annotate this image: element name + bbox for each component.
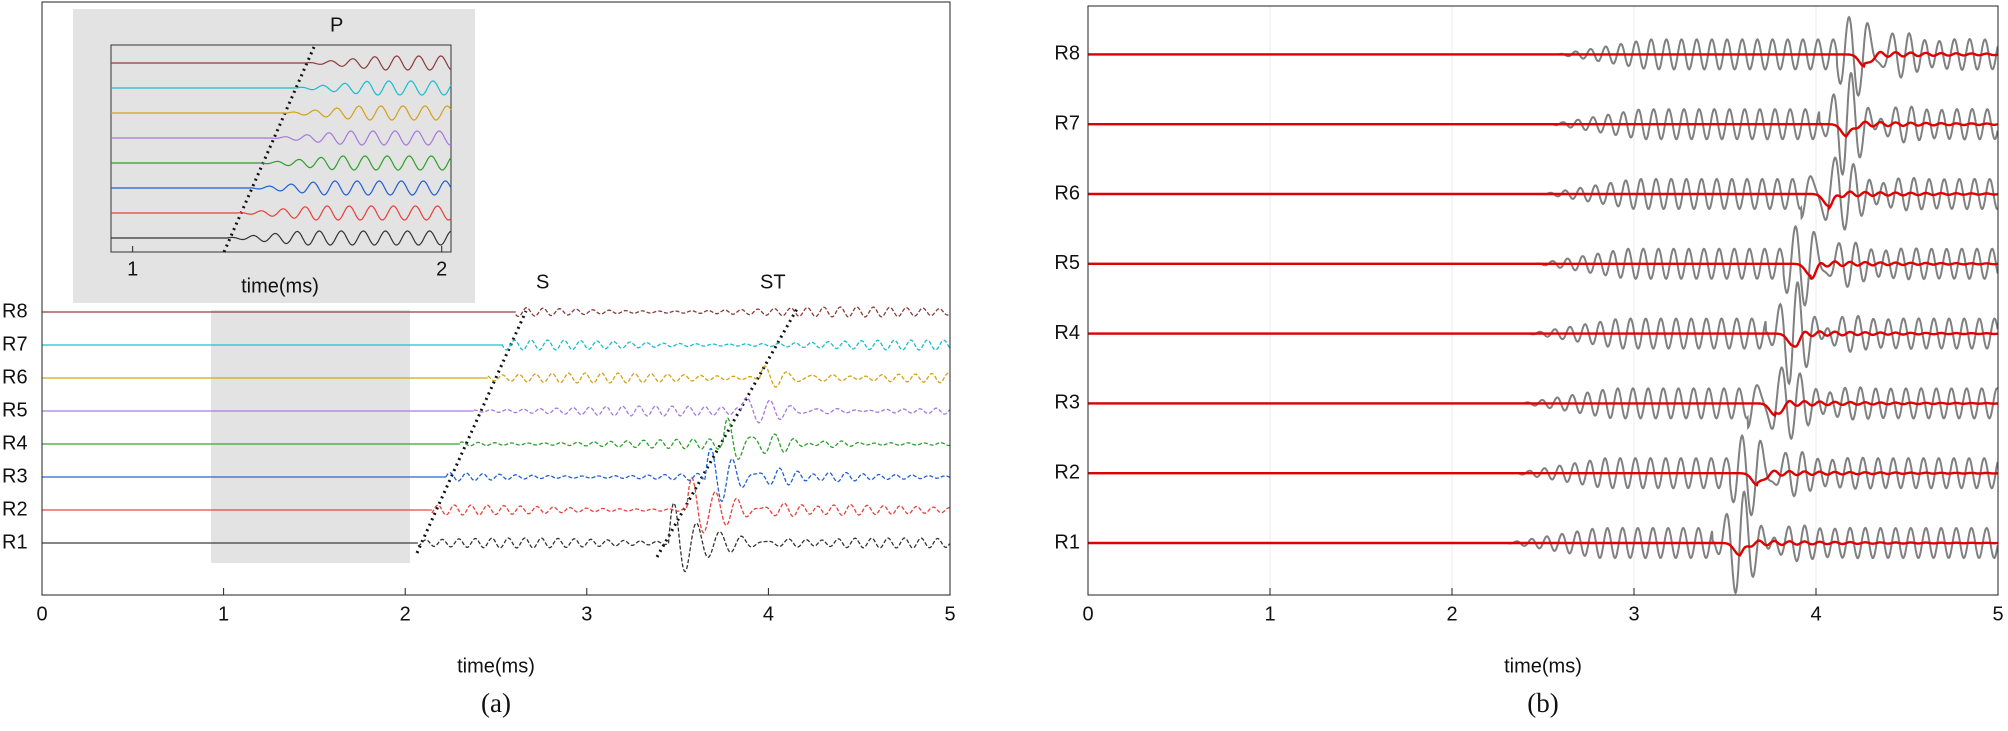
trace-wave (417, 502, 951, 573)
x-tick-label: 5 (1992, 603, 2003, 625)
inset-x-tick-label: 1 (127, 258, 138, 280)
trace-filtered (1088, 260, 1998, 280)
x-tick-label: 4 (1810, 603, 1821, 625)
trace-filtered (1088, 190, 1998, 211)
x-axis-label: time(ms) (1504, 655, 1582, 677)
x-tick-label: 0 (36, 603, 47, 625)
x-tick-label: 0 (1082, 603, 1093, 625)
x-tick-label: 1 (218, 603, 229, 625)
x-tick-label: 4 (763, 603, 774, 625)
y-tick-label: R1 (2, 531, 28, 553)
y-tick-label: R6 (1054, 182, 1080, 204)
trace-wave (431, 477, 950, 534)
axes-frame (1087, 5, 1999, 596)
inset-trace (111, 180, 452, 196)
trace-filtered (1088, 50, 1999, 68)
axes-frame (41, 1, 951, 596)
inset-x-label: time(ms) (241, 275, 319, 297)
trace-filtered (1088, 330, 1998, 348)
y-tick-label: R7 (1054, 112, 1080, 134)
annotation: S (536, 271, 549, 293)
inset-trace (111, 55, 452, 71)
y-tick-label: R3 (2, 465, 28, 487)
caption: (a) (481, 688, 511, 718)
highlight-box (211, 310, 410, 563)
inset-trace (111, 155, 452, 171)
x-tick-label: 2 (1446, 603, 1457, 625)
trace-filtered (1088, 120, 1998, 138)
y-tick-label: R3 (1054, 392, 1080, 414)
annotation: P (330, 14, 343, 36)
s-arrival-line (415, 310, 528, 554)
trace-wave (515, 306, 950, 318)
inset-x-tick-label: 2 (436, 258, 447, 280)
y-tick-label: R8 (2, 300, 28, 322)
x-tick-label: 5 (944, 603, 955, 625)
inset-trace (111, 105, 452, 121)
trace-filtered (1088, 399, 1998, 417)
y-tick-label: R6 (2, 366, 28, 388)
x-tick-label: 2 (400, 603, 411, 625)
inset-trace (111, 205, 452, 221)
trace-raw (1088, 433, 1999, 517)
trace-raw (1088, 224, 1999, 307)
annotation: ST (760, 271, 786, 293)
trace-wave (487, 365, 951, 388)
trace-filtered (1088, 539, 1998, 557)
trace-wave (459, 417, 950, 461)
x-axis-label: time(ms) (457, 655, 535, 677)
inset-trace (111, 230, 452, 246)
y-tick-label: R4 (2, 432, 28, 454)
x-tick-label: 1 (1264, 603, 1275, 625)
y-tick-label: R5 (1054, 252, 1080, 274)
inset-frame (110, 44, 452, 253)
y-tick-label: R4 (1054, 322, 1080, 344)
y-tick-label: R1 (1054, 531, 1080, 553)
x-tick-label: 3 (1628, 603, 1639, 625)
inset-trace (111, 130, 452, 146)
x-tick-label: 3 (581, 603, 592, 625)
y-tick-label: R2 (2, 498, 28, 520)
y-tick-label: R8 (1054, 43, 1080, 65)
trace-filtered (1088, 469, 1998, 487)
y-tick-label: R2 (1054, 461, 1080, 483)
y-tick-label: R7 (2, 333, 28, 355)
inset-trace (111, 80, 452, 96)
y-tick-label: R5 (2, 399, 28, 421)
caption: (b) (1527, 688, 1558, 718)
p-arrival-line (222, 46, 316, 253)
trace-wave (473, 396, 951, 424)
trace-wave (445, 447, 951, 503)
trace-wave (501, 339, 951, 351)
trace-raw (1088, 15, 1999, 97)
